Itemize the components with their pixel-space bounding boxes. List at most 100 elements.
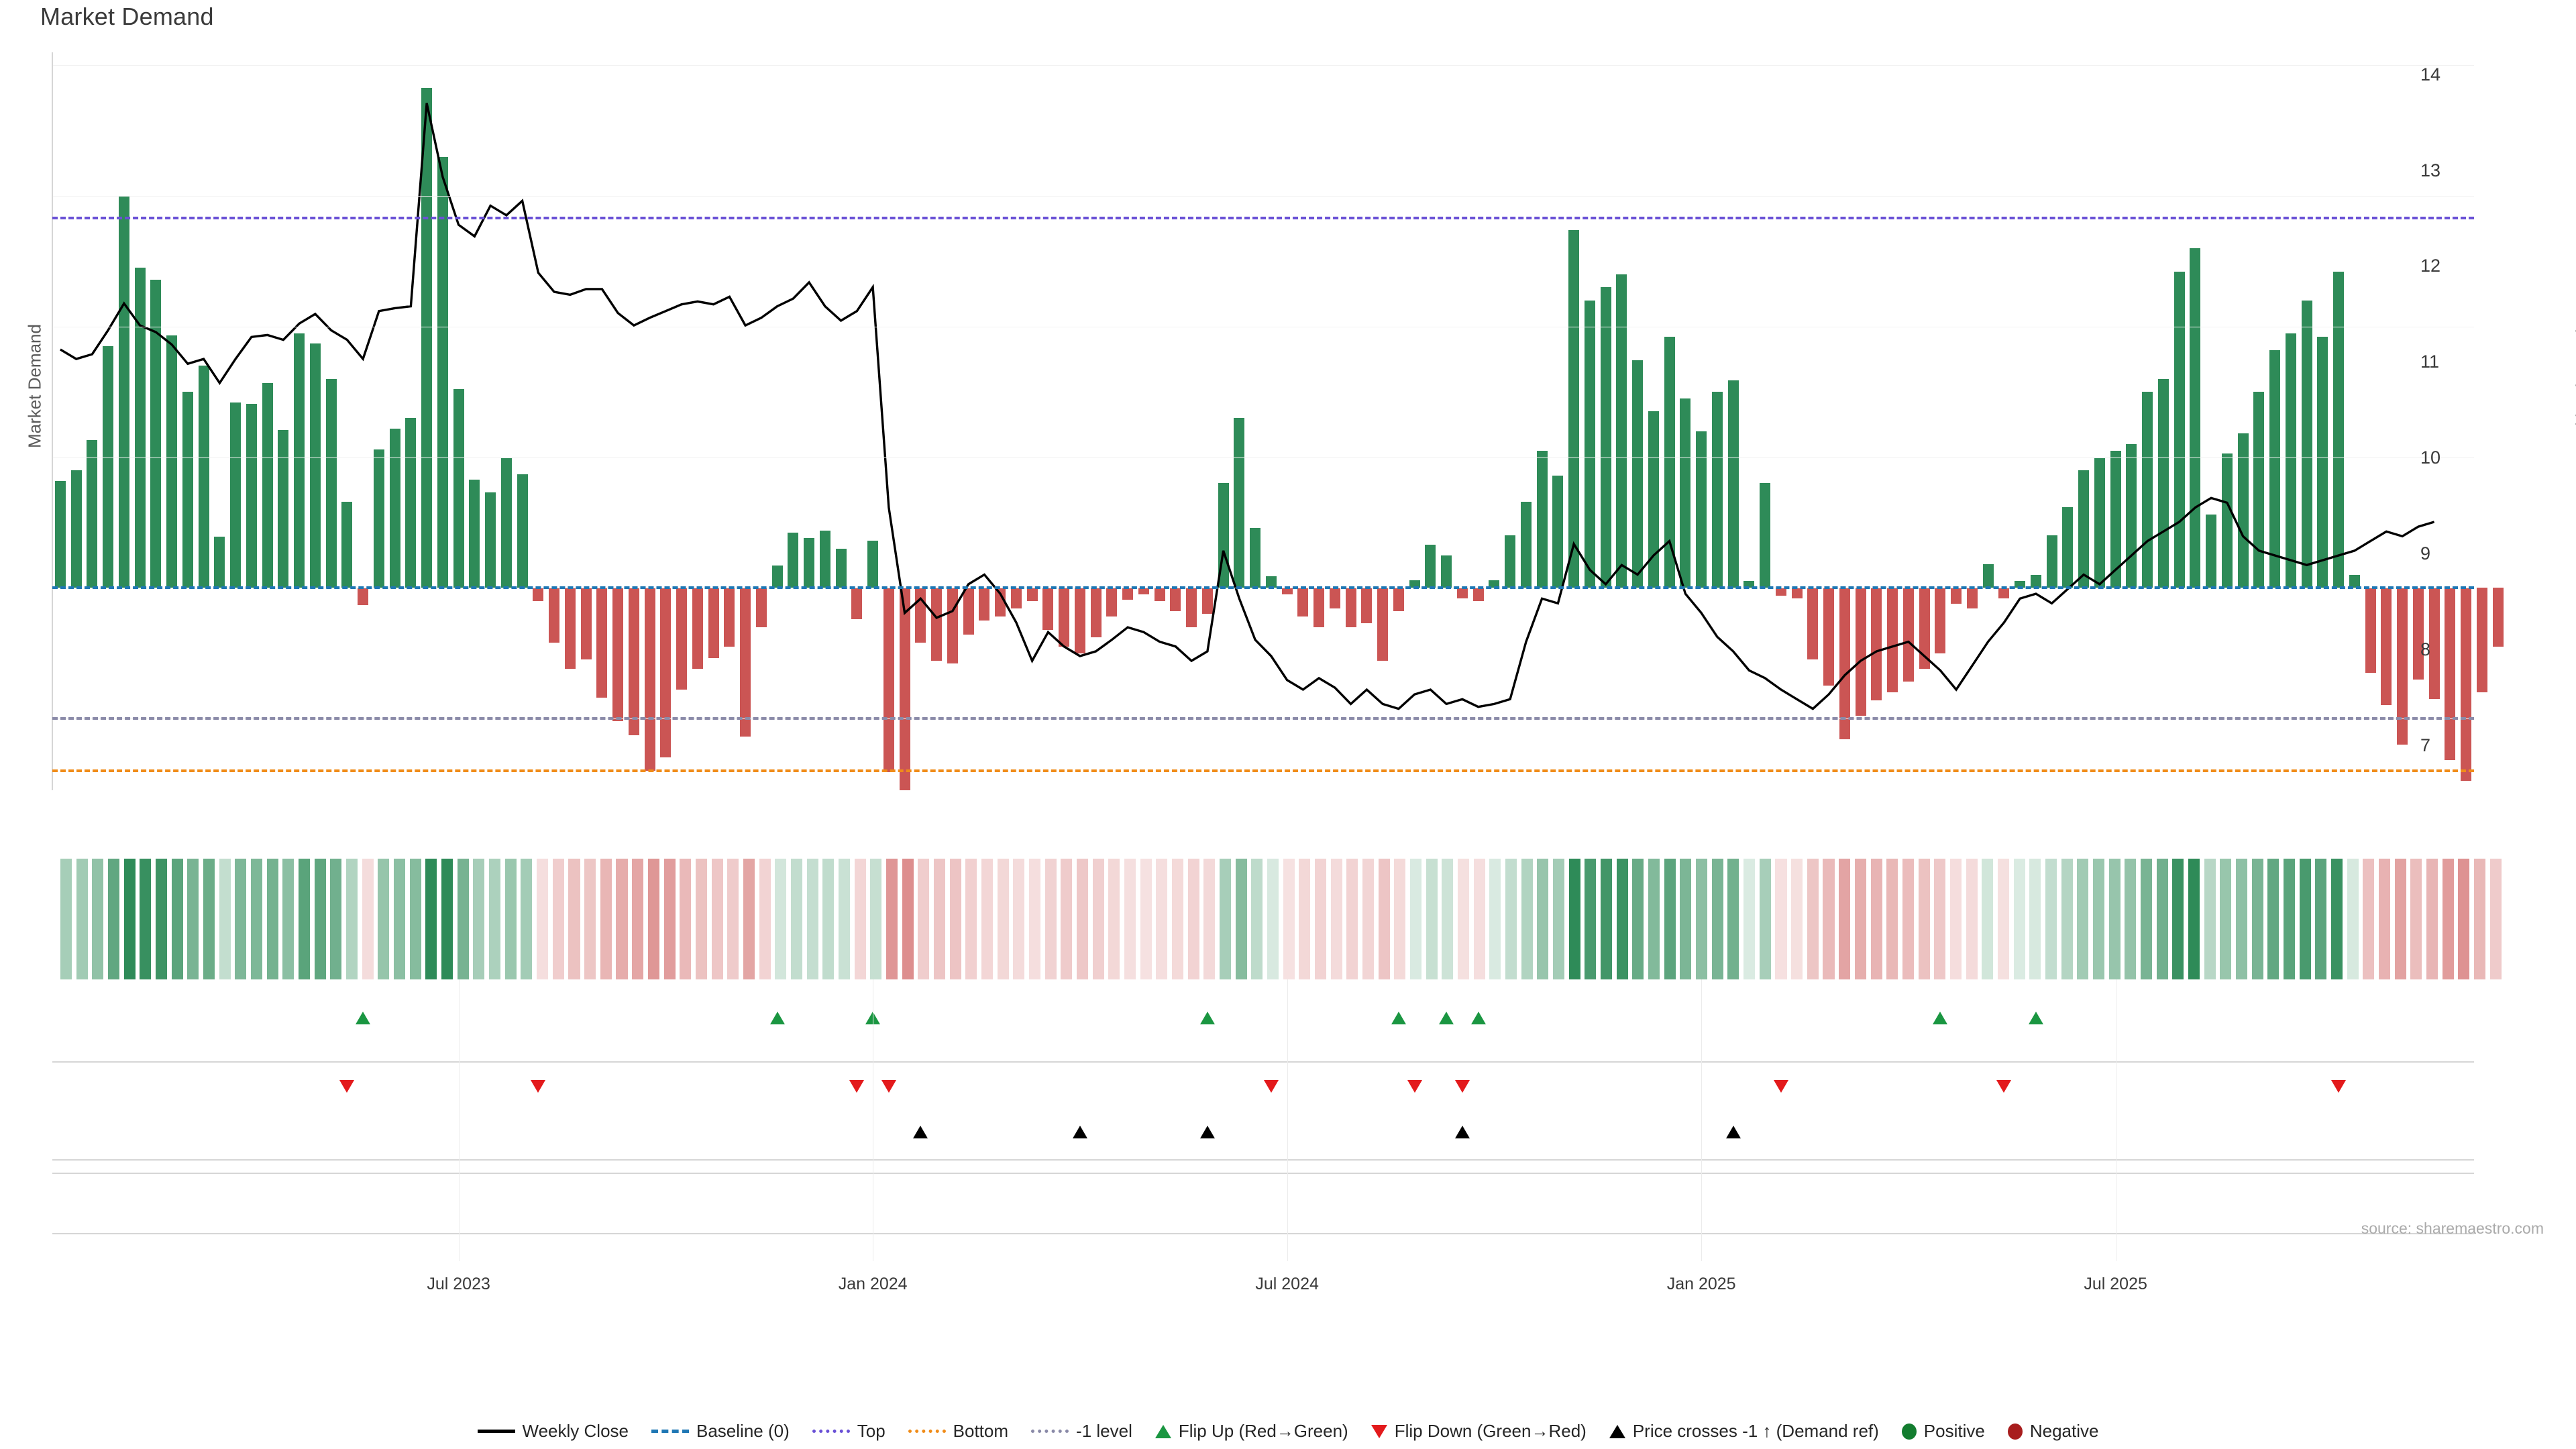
heatmap-cell[interactable] xyxy=(489,859,501,979)
heatmap-cell[interactable] xyxy=(2235,859,2247,979)
heatmap-cell[interactable] xyxy=(1061,859,1073,979)
legend-item[interactable]: -1 level xyxy=(1031,1421,1132,1442)
demand-bar[interactable] xyxy=(1361,588,1373,623)
heatmap-cell[interactable] xyxy=(2092,859,2104,979)
demand-bar[interactable] xyxy=(708,588,719,659)
heatmap-cell[interactable] xyxy=(775,859,787,979)
demand-bar[interactable] xyxy=(278,429,289,588)
heatmap-cell[interactable] xyxy=(885,859,898,979)
demand-bar[interactable] xyxy=(118,196,129,588)
heatmap-cell[interactable] xyxy=(2013,859,2025,979)
demand-bar[interactable] xyxy=(341,501,353,588)
heatmap-cell[interactable] xyxy=(1473,859,1485,979)
heatmap-cell[interactable] xyxy=(441,859,453,979)
heatmap-cell[interactable] xyxy=(394,859,406,979)
demand-bar[interactable] xyxy=(1887,588,1898,692)
heatmap-cell[interactable] xyxy=(1759,859,1771,979)
flip-down-marker[interactable] xyxy=(2331,1080,2347,1093)
demand-bar[interactable] xyxy=(915,588,926,643)
heatmap-cell[interactable] xyxy=(1187,859,1199,979)
demand-bar[interactable] xyxy=(262,382,273,588)
heatmap-cell[interactable] xyxy=(663,859,676,979)
demand-bar[interactable] xyxy=(1823,588,1835,686)
heatmap-cell[interactable] xyxy=(1028,859,1040,979)
demand-bar[interactable] xyxy=(2206,515,2217,588)
demand-bar[interactable] xyxy=(1074,588,1085,653)
heatmap-cell[interactable] xyxy=(949,859,961,979)
heatmap-cell[interactable] xyxy=(2172,859,2184,979)
demand-bar[interactable] xyxy=(1680,398,1691,588)
demand-bar[interactable] xyxy=(373,449,384,588)
heatmap-cell[interactable] xyxy=(2220,859,2232,979)
demand-bar[interactable] xyxy=(2253,392,2265,588)
legend-item[interactable]: Positive xyxy=(1901,1421,1985,1442)
demand-bar[interactable] xyxy=(1377,588,1389,661)
flip-up-marker[interactable] xyxy=(769,1012,785,1024)
demand-bar[interactable] xyxy=(2221,453,2233,588)
demand-bar[interactable] xyxy=(2094,457,2105,588)
demand-bar[interactable] xyxy=(1250,527,1261,588)
heatmap-cell[interactable] xyxy=(1934,859,1946,979)
demand-bar[interactable] xyxy=(2078,470,2090,588)
heatmap-cell[interactable] xyxy=(918,859,930,979)
demand-bar[interactable] xyxy=(1727,380,1739,588)
demand-bar[interactable] xyxy=(1425,544,1436,588)
flip-up-marker[interactable] xyxy=(1199,1012,1215,1024)
heatmap-cell[interactable] xyxy=(76,859,88,979)
heatmap-cell[interactable] xyxy=(1982,859,1994,979)
legend-item[interactable]: Negative xyxy=(2007,1421,2098,1442)
heatmap-cell[interactable] xyxy=(537,859,549,979)
heatmap-cell[interactable] xyxy=(156,859,168,979)
heatmap-cell[interactable] xyxy=(584,859,596,979)
demand-bar[interactable] xyxy=(676,588,688,690)
demand-bar[interactable] xyxy=(2285,333,2296,588)
heatmap-cell[interactable] xyxy=(1775,859,1787,979)
heatmap-cell[interactable] xyxy=(1585,859,1597,979)
demand-bar[interactable] xyxy=(1982,564,1994,588)
heatmap-cell[interactable] xyxy=(933,859,945,979)
heatmap-cell[interactable] xyxy=(1330,859,1342,979)
heatmap-cell[interactable] xyxy=(1251,859,1263,979)
legend-item[interactable]: Flip Down (Green→Red) xyxy=(1371,1421,1587,1442)
demand-bar[interactable] xyxy=(724,588,735,647)
demand-bar[interactable] xyxy=(995,588,1006,617)
flip-down-marker[interactable] xyxy=(1773,1080,1788,1093)
demand-bar[interactable] xyxy=(485,492,496,588)
heatmap-cell[interactable] xyxy=(2410,859,2422,979)
heatmap-cell[interactable] xyxy=(203,859,215,979)
heatmap-cell[interactable] xyxy=(1823,859,1835,979)
demand-bar[interactable] xyxy=(500,457,512,588)
heatmap-cell[interactable] xyxy=(2045,859,2057,979)
flip-down-marker[interactable] xyxy=(1407,1080,1422,1093)
heatmap-cell[interactable] xyxy=(219,859,231,979)
heatmap-cell[interactable] xyxy=(1489,859,1501,979)
demand-bar[interactable] xyxy=(150,279,162,588)
flip-up-marker[interactable] xyxy=(1439,1012,1454,1024)
heatmap-cell[interactable] xyxy=(1886,859,1898,979)
demand-bar[interactable] xyxy=(1313,588,1325,627)
demand-bar[interactable] xyxy=(740,588,751,737)
heatmap-cell[interactable] xyxy=(743,859,755,979)
demand-bar[interactable] xyxy=(2174,272,2185,588)
demand-bar[interactable] xyxy=(437,156,448,588)
heatmap-cell[interactable] xyxy=(1013,859,1025,979)
demand-bar[interactable] xyxy=(1234,418,1245,588)
demand-bar[interactable] xyxy=(1998,588,2010,598)
demand-bar[interactable] xyxy=(166,335,178,588)
heatmap-cell[interactable] xyxy=(854,859,866,979)
flip-down-marker[interactable] xyxy=(849,1080,865,1093)
demand-bar[interactable] xyxy=(70,470,82,588)
heatmap-cell[interactable] xyxy=(1044,859,1057,979)
demand-bar[interactable] xyxy=(804,538,815,588)
demand-bar[interactable] xyxy=(2142,392,2153,588)
heatmap-cell[interactable] xyxy=(1807,859,1819,979)
demand-bar[interactable] xyxy=(644,588,655,771)
heatmap-cell[interactable] xyxy=(1743,859,1756,979)
heatmap-cell[interactable] xyxy=(1616,859,1628,979)
demand-bar[interactable] xyxy=(1664,337,1675,588)
heatmap-cell[interactable] xyxy=(1997,859,2009,979)
demand-bar[interactable] xyxy=(1584,300,1595,588)
demand-bar[interactable] xyxy=(309,343,321,588)
demand-bar[interactable] xyxy=(1441,555,1452,588)
heatmap-cell[interactable] xyxy=(362,859,374,979)
